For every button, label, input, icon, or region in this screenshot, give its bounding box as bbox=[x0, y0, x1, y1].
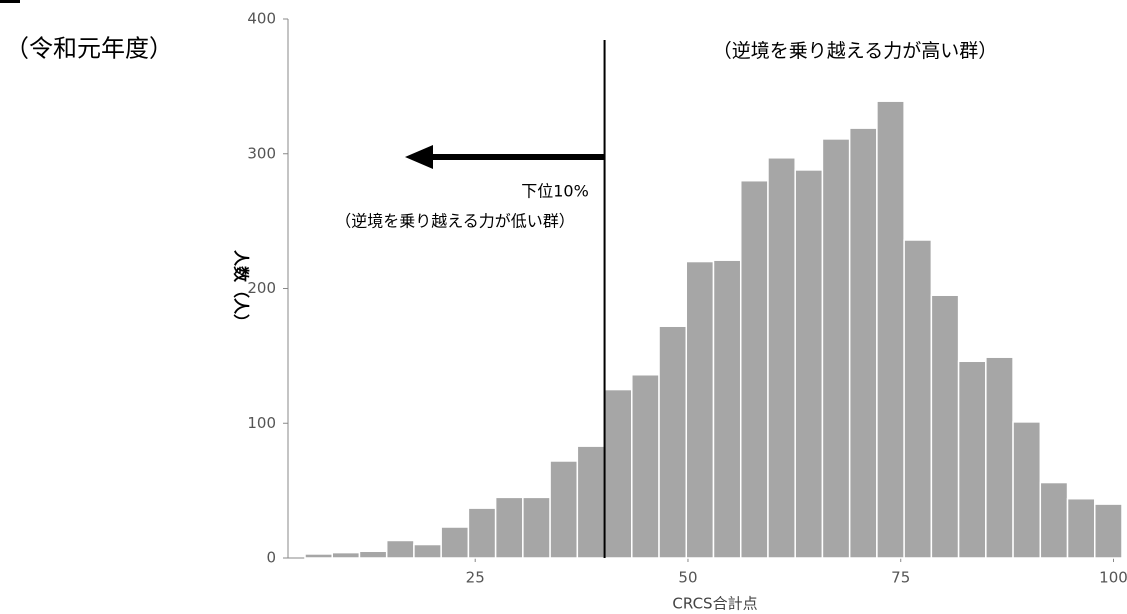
bar bbox=[658, 325, 688, 559]
bar bbox=[712, 259, 742, 559]
bar bbox=[385, 539, 415, 559]
bar bbox=[576, 445, 606, 559]
bar bbox=[903, 239, 933, 559]
y-tick-label: 400 bbox=[247, 10, 276, 28]
y-tick-label: 100 bbox=[247, 414, 276, 432]
bar bbox=[794, 169, 824, 559]
y-tick-label: 200 bbox=[247, 279, 276, 297]
corner-mark bbox=[0, 0, 20, 3]
bar bbox=[767, 157, 796, 559]
bar bbox=[1039, 481, 1069, 559]
bar bbox=[985, 356, 1014, 559]
x-tick-label: 25 bbox=[466, 569, 485, 587]
annotation: 下位10% bbox=[521, 182, 589, 201]
bar bbox=[494, 496, 524, 559]
bar bbox=[413, 543, 442, 559]
bar bbox=[467, 507, 497, 559]
annotation: （逆境を乗り越える力が高い群） bbox=[713, 40, 997, 62]
annotation: （逆境を乗り越える力が低い群） bbox=[335, 212, 575, 231]
y-tick-label: 300 bbox=[247, 144, 276, 162]
bar bbox=[957, 360, 987, 559]
bar bbox=[1066, 497, 1096, 559]
bar bbox=[440, 526, 470, 559]
bar bbox=[631, 373, 660, 559]
bar bbox=[331, 551, 361, 559]
bar bbox=[1094, 503, 1123, 559]
y-axis-label: 人数（人） bbox=[232, 250, 251, 330]
arrow-head bbox=[405, 145, 433, 169]
bar bbox=[358, 550, 388, 559]
x-tick-label: 50 bbox=[678, 569, 697, 587]
bar bbox=[848, 127, 878, 559]
bar bbox=[603, 388, 633, 559]
bar bbox=[739, 179, 769, 559]
bar bbox=[876, 100, 905, 559]
bar bbox=[930, 294, 960, 559]
bar bbox=[522, 496, 551, 559]
bar bbox=[549, 460, 579, 559]
x-tick-label: 100 bbox=[1099, 569, 1127, 587]
bar bbox=[685, 260, 715, 559]
bar bbox=[821, 138, 851, 559]
bar bbox=[1012, 421, 1042, 559]
bar bbox=[304, 553, 333, 559]
chart-subtitle: （令和元年度） bbox=[5, 35, 173, 63]
x-axis-label: CRCS合計点 bbox=[672, 595, 757, 613]
x-tick-label: 75 bbox=[891, 569, 910, 587]
y-tick-label: 0 bbox=[266, 549, 276, 567]
